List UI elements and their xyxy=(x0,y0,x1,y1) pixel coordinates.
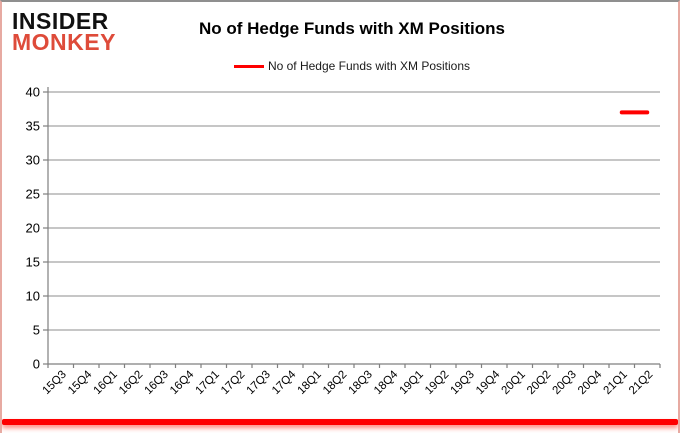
svg-text:21Q1: 21Q1 xyxy=(601,369,629,397)
x-axis-ticks xyxy=(47,364,661,368)
svg-text:18Q4: 18Q4 xyxy=(372,368,401,397)
svg-text:16Q3: 16Q3 xyxy=(142,369,170,397)
axes xyxy=(47,87,660,365)
svg-text:17Q1: 17Q1 xyxy=(193,369,221,397)
svg-text:20Q2: 20Q2 xyxy=(525,369,553,397)
svg-text:21Q2: 21Q2 xyxy=(627,369,655,397)
svg-text:20Q3: 20Q3 xyxy=(550,369,578,397)
svg-text:20Q4: 20Q4 xyxy=(576,368,605,397)
svg-text:17Q2: 17Q2 xyxy=(219,369,247,397)
svg-text:19Q1: 19Q1 xyxy=(397,369,425,397)
svg-text:16Q2: 16Q2 xyxy=(117,369,145,397)
svg-text:5: 5 xyxy=(33,323,40,338)
chart-legend: No of Hedge Funds with XM Positions xyxy=(48,59,656,73)
svg-text:17Q4: 17Q4 xyxy=(270,368,299,397)
chart-title: No of Hedge Funds with XM Positions xyxy=(199,19,505,38)
x-axis-labels: 15Q315Q416Q116Q216Q316Q417Q117Q217Q317Q4… xyxy=(40,368,655,397)
svg-text:16Q4: 16Q4 xyxy=(168,368,197,397)
svg-text:0: 0 xyxy=(33,357,40,372)
svg-text:17Q3: 17Q3 xyxy=(244,369,272,397)
svg-text:25: 25 xyxy=(26,187,40,202)
svg-text:15Q3: 15Q3 xyxy=(40,369,68,397)
legend-label: No of Hedge Funds with XM Positions xyxy=(267,59,471,73)
bottom-red-bar xyxy=(2,419,678,425)
logo-line-insider: INSIDER xyxy=(12,8,109,34)
svg-text:15Q4: 15Q4 xyxy=(66,368,95,397)
svg-text:15: 15 xyxy=(26,255,40,270)
insider-monkey-logo: INSIDER MONKEY xyxy=(12,8,116,56)
svg-text:19Q2: 19Q2 xyxy=(423,369,451,397)
svg-text:19Q4: 19Q4 xyxy=(474,368,503,397)
svg-text:20Q1: 20Q1 xyxy=(499,369,527,397)
svg-text:19Q3: 19Q3 xyxy=(448,369,476,397)
gridlines xyxy=(48,91,660,331)
logo-line-monkey: MONKEY xyxy=(12,29,116,56)
svg-text:30: 30 xyxy=(26,153,40,168)
svg-text:18Q3: 18Q3 xyxy=(346,369,374,397)
svg-text:18Q1: 18Q1 xyxy=(295,369,323,397)
svg-text:35: 35 xyxy=(26,119,40,134)
svg-text:18Q2: 18Q2 xyxy=(321,369,349,397)
svg-text:40: 40 xyxy=(26,85,40,100)
svg-text:20: 20 xyxy=(26,221,40,236)
svg-text:16Q1: 16Q1 xyxy=(91,369,119,397)
legend-line-icon xyxy=(233,64,264,68)
svg-text:10: 10 xyxy=(26,289,40,304)
y-axis-labels: 0 5 10 15 20 25 30 35 40 xyxy=(26,85,48,372)
